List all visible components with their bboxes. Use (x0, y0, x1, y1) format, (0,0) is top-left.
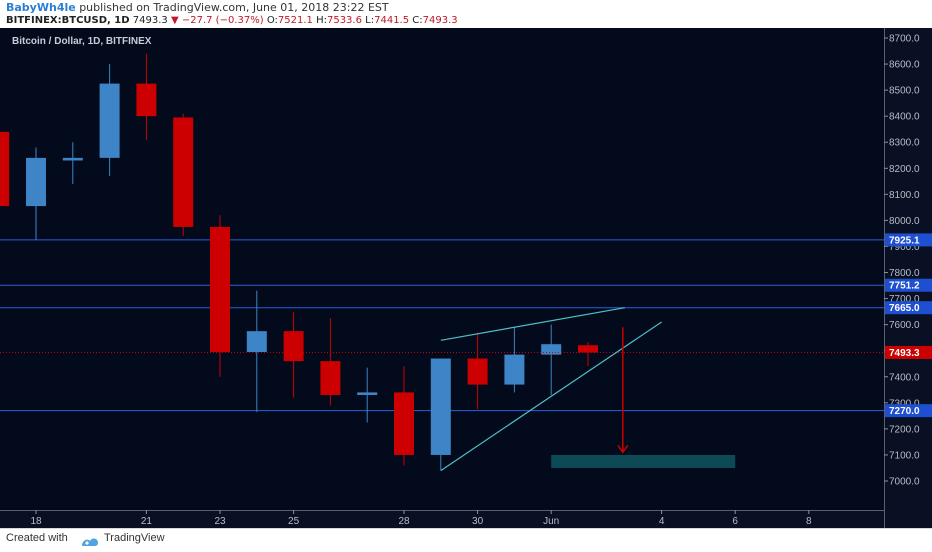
candle-body-up (26, 157, 46, 207)
open-label: O: (266, 15, 278, 26)
wedge-upper-trendline (440, 307, 625, 341)
x-tick-label: 28 (398, 516, 410, 527)
y-tick-label: 7300.0 (889, 398, 920, 409)
level-label: 7270.0 (889, 406, 920, 417)
y-tick-label: 8200.0 (889, 164, 920, 175)
last-price: 7493.3 (132, 15, 168, 26)
y-tick-label: 8500.0 (889, 86, 920, 97)
y-tick-label: 8400.0 (889, 112, 920, 123)
y-tick-label: 7100.0 (889, 450, 920, 461)
y-tick-label: 7800.0 (889, 268, 920, 279)
x-tick-label: 6 (732, 516, 738, 527)
candle-body-up (246, 331, 267, 353)
y-tick-label: 8300.0 (889, 138, 920, 149)
x-tick-label: 18 (30, 516, 42, 527)
candle-body-up (430, 358, 451, 455)
high-value: 7533.6 (326, 15, 362, 26)
candle-body-down (467, 358, 488, 385)
level-label: 7925.1 (889, 235, 920, 246)
level-label: 7665.0 (889, 303, 920, 314)
level-badge (885, 404, 932, 418)
x-tick-label: 30 (472, 516, 484, 527)
y-tick-label: 8700.0 (889, 34, 920, 45)
tradingview-brand-link[interactable]: TradingView (104, 532, 165, 544)
price-change: −27.7 (−0.37%) (181, 15, 264, 26)
y-tick-label: 8000.0 (889, 216, 920, 227)
author-link[interactable]: BabyWh4le (6, 1, 76, 14)
candle-body-up (357, 392, 378, 396)
symbol-label: BITFINEX:BTCUSD, 1D (6, 15, 130, 26)
x-tick-label: 23 (214, 516, 226, 527)
publication-header: BabyWh4le published on TradingView.com, … (0, 0, 932, 28)
x-tick-label: 21 (141, 516, 153, 527)
low-value: 7441.5 (374, 15, 410, 26)
level-badge (885, 278, 932, 292)
target-zone (551, 454, 736, 468)
level-badge (885, 301, 932, 315)
close-label: C: (412, 15, 423, 26)
ohlc-line: BITFINEX:BTCUSD, 1D 7493.3 ▼ −27.7 (−0.3… (6, 15, 458, 26)
y-tick-label: 8100.0 (889, 190, 920, 201)
y-tick-label: 7400.0 (889, 372, 920, 383)
candle-body-down (320, 361, 341, 396)
chart-area[interactable]: 7000.07100.07200.07300.07400.07500.07600… (0, 28, 932, 528)
last-price-label: 7493.3 (889, 348, 920, 359)
x-tick-label: 8 (806, 516, 812, 527)
candle-body-down (210, 226, 230, 353)
time-axis-pane (0, 510, 884, 528)
candle-body-up (504, 354, 525, 385)
wedge-lower-trendline (440, 321, 662, 472)
y-tick-label: 7700.0 (889, 294, 920, 305)
x-tick-label: 4 (659, 516, 665, 527)
y-tick-label: 7200.0 (889, 424, 920, 435)
price-axis-pane (884, 28, 932, 528)
x-tick-label: 25 (288, 516, 300, 527)
candle-body-down (173, 117, 194, 227)
created-with-label: Created with (6, 532, 68, 544)
candle-body-down (283, 331, 304, 362)
down-arrow-icon (617, 444, 629, 454)
y-tick-label: 8600.0 (889, 60, 920, 71)
high-label: H: (316, 15, 327, 26)
close-value: 7493.3 (422, 15, 458, 26)
publish-info: published on TradingView.com, June 01, 2… (75, 1, 389, 14)
chart-title: Bitcoin / Dollar, 1D, BITFINEX (12, 36, 152, 47)
candlestick-chart[interactable]: 7000.07100.07200.07300.07400.07500.07600… (0, 28, 932, 528)
candle-body-up (62, 157, 83, 161)
candle-body-up (99, 83, 120, 158)
low-label: L: (365, 15, 375, 26)
y-tick-label: 7900.0 (889, 242, 920, 253)
open-value: 7521.1 (277, 15, 313, 26)
candle-body-down (136, 83, 157, 117)
last-price-badge (885, 345, 932, 359)
level-label: 7751.2 (889, 281, 920, 292)
down-triangle-icon: ▼ (170, 15, 179, 26)
x-tick-label: Jun (543, 516, 559, 527)
level-badge (885, 233, 932, 247)
y-tick-label: 7600.0 (889, 320, 920, 331)
publish-line: BabyWh4le published on TradingView.com, … (6, 1, 389, 14)
candle-body-up (541, 344, 562, 355)
tradingview-logo-icon (80, 534, 100, 552)
candle-body-down (578, 345, 598, 353)
candle-body-down (394, 392, 414, 455)
candle-body-down (0, 131, 10, 207)
footer: Created with TradingView (0, 528, 932, 550)
y-tick-label: 7000.0 (889, 477, 920, 488)
